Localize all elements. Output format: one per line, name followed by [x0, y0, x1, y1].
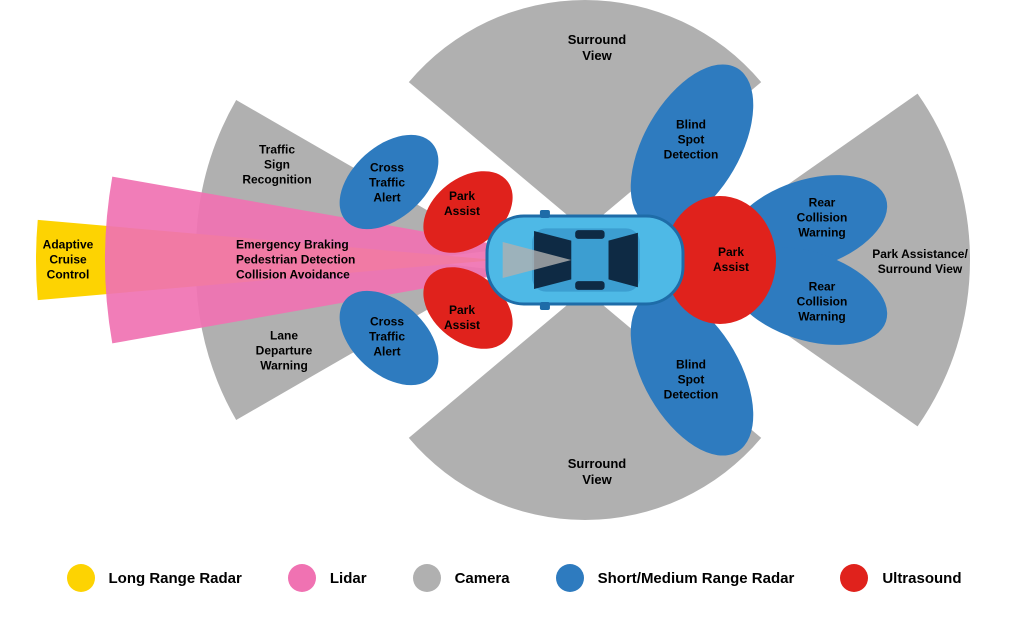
label-surround_top: Surround View [568, 32, 627, 65]
label-park_assist_r: Park Assist [713, 245, 749, 275]
label-park_assist_fu: Park Assist [444, 189, 480, 219]
legend-label: Short/Medium Range Radar [598, 570, 795, 587]
legend-swatch [67, 564, 95, 592]
label-rear_coll_l: Rear Collision Warning [797, 280, 848, 325]
label-park_surround: Park Assistance/ Surround View [872, 247, 968, 277]
legend-label: Lidar [330, 570, 367, 587]
legend-item-1: Lidar [288, 564, 367, 592]
label-cross_traffic_u: Cross Traffic Alert [369, 161, 405, 206]
car-icon [487, 210, 683, 310]
label-rear_coll_u: Rear Collision Warning [797, 196, 848, 241]
label-blind_spot_u: Blind Spot Detection [664, 118, 719, 163]
legend-item-4: Ultrasound [840, 564, 961, 592]
label-blind_spot_l: Blind Spot Detection [664, 358, 719, 403]
legend-item-3: Short/Medium Range Radar [556, 564, 795, 592]
legend-item-0: Long Range Radar [67, 564, 242, 592]
label-traffic_sign: Traffic Sign Recognition [242, 143, 311, 188]
legend-label: Camera [455, 570, 510, 587]
sensor-coverage-svg [0, 0, 1028, 620]
label-adaptive_cruise: Adaptive Cruise Control [43, 238, 94, 283]
legend-label: Ultrasound [882, 570, 961, 587]
legend-swatch [413, 564, 441, 592]
legend-swatch [556, 564, 584, 592]
legend-swatch [840, 564, 868, 592]
legend-swatch [288, 564, 316, 592]
diagram-stage: Adaptive Cruise Control Emergency Braking… [0, 0, 1028, 620]
label-cross_traffic_l: Cross Traffic Alert [369, 315, 405, 360]
legend: Long Range Radar Lidar Camera Short/Medium … [0, 564, 1028, 592]
label-emergency_braking: Emergency Braking Pedestrian Detection C… [236, 238, 355, 283]
label-surround_bottom: Surround View [568, 456, 627, 489]
label-lane_departure: Lane Departure Warning [256, 329, 313, 374]
legend-label: Long Range Radar [109, 570, 242, 587]
label-park_assist_fl: Park Assist [444, 303, 480, 333]
legend-item-2: Camera [413, 564, 510, 592]
